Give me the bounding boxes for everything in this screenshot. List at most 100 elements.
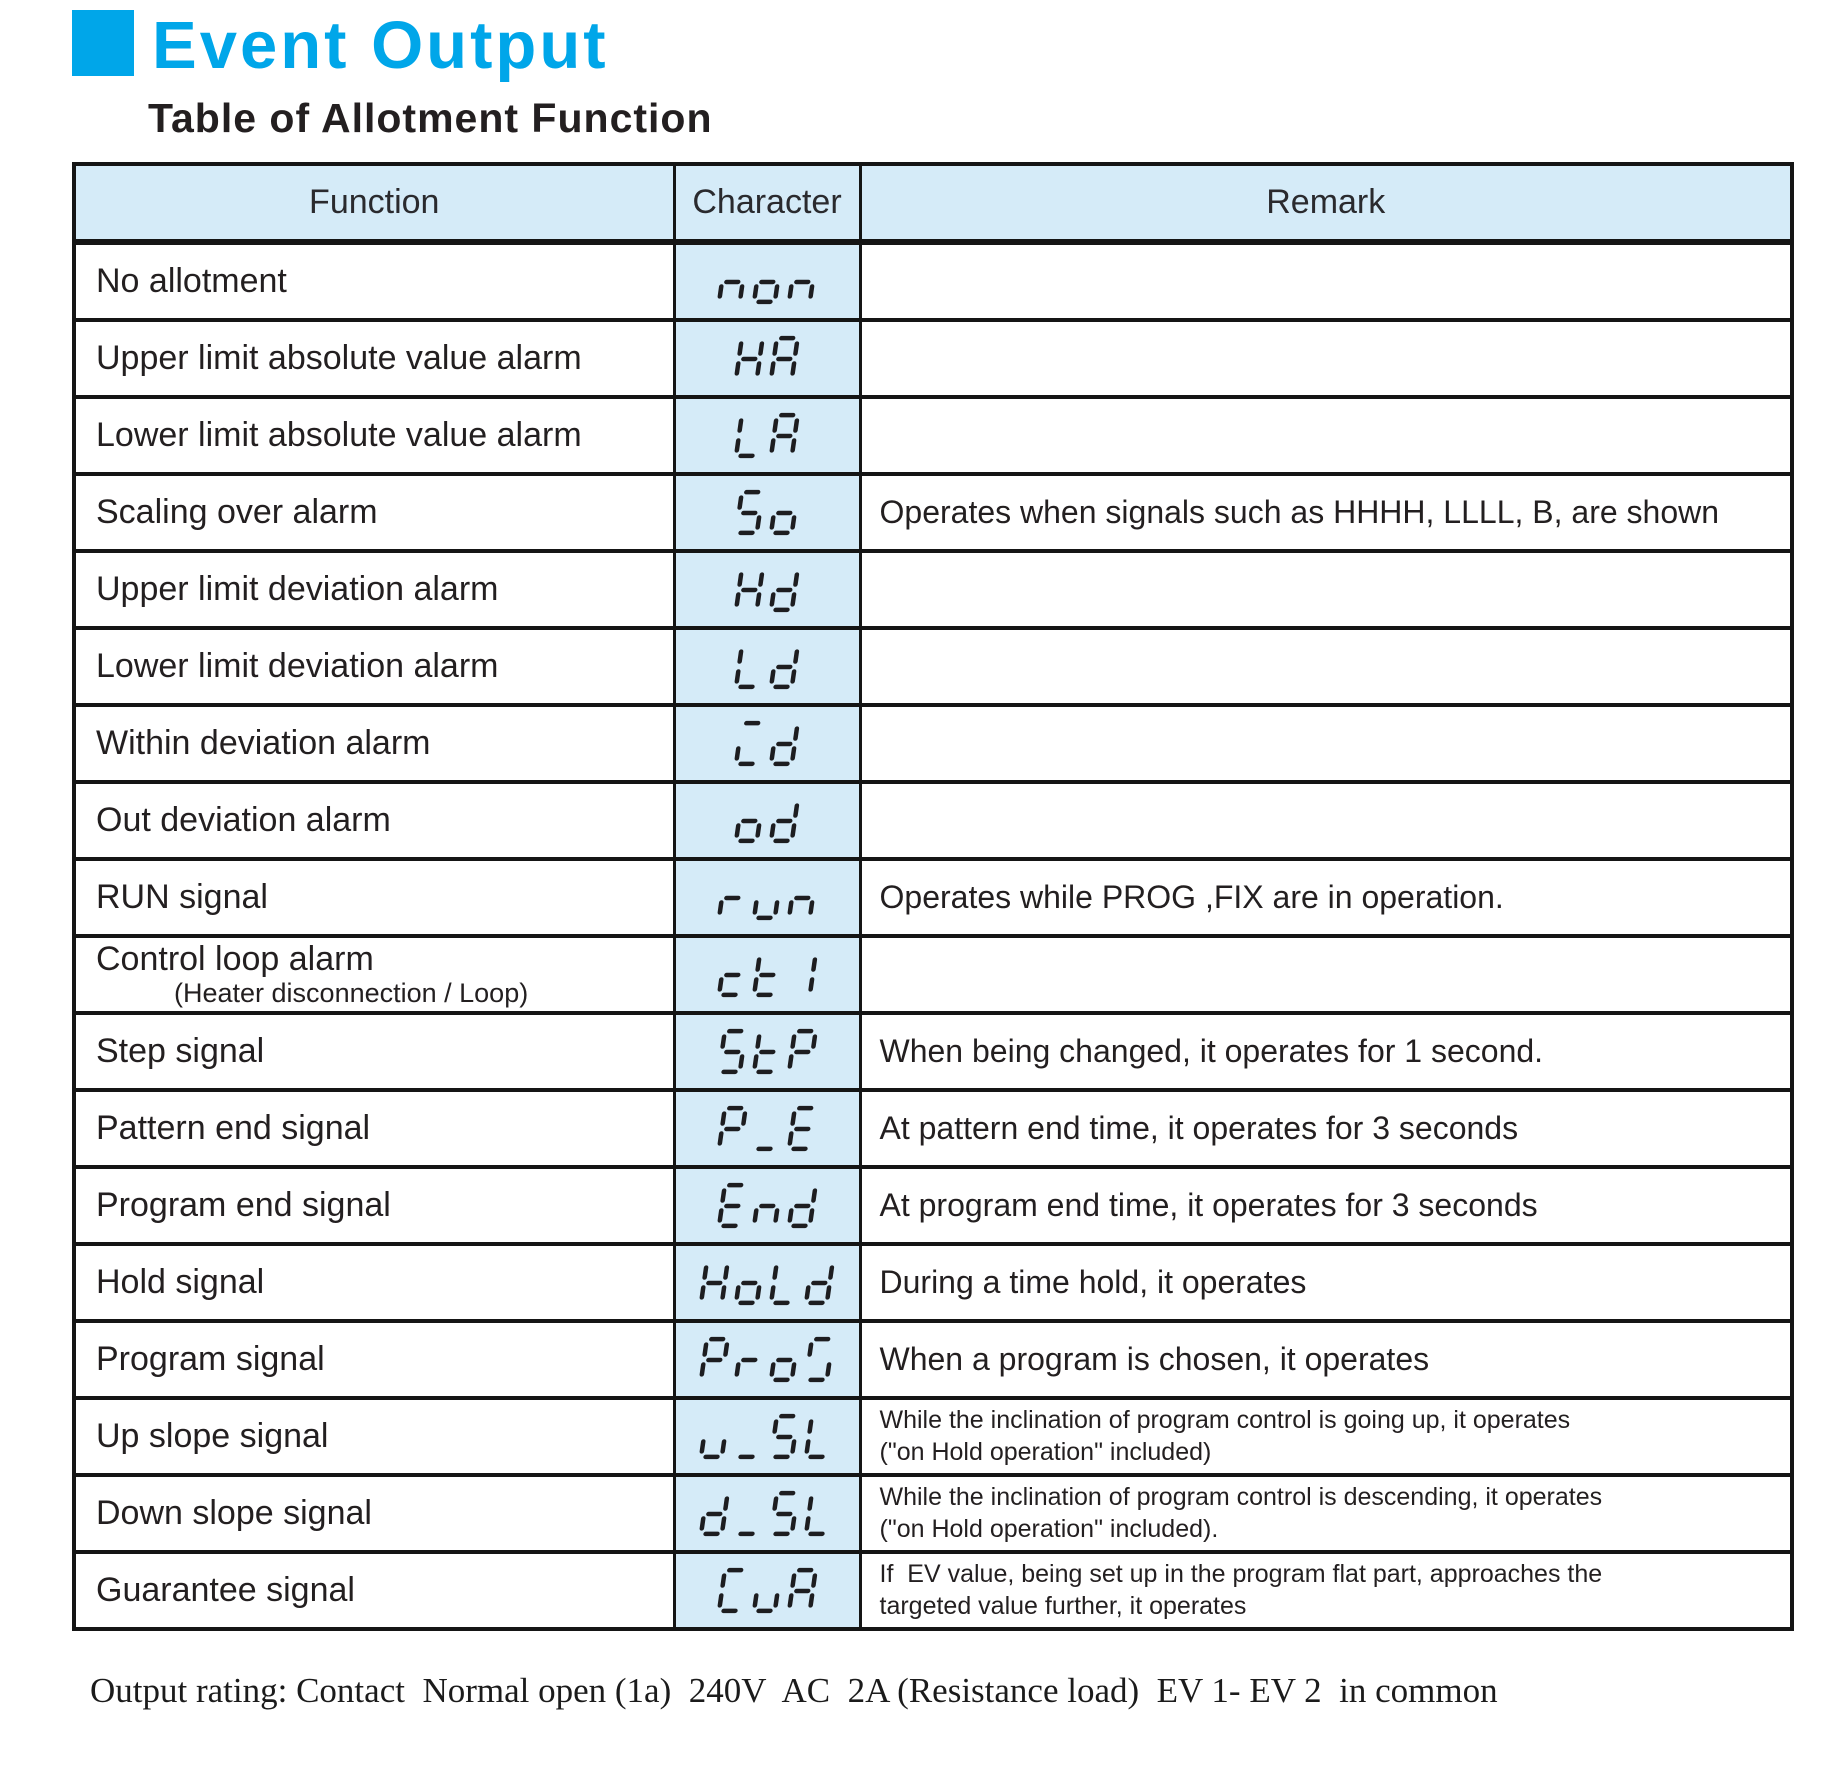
character-cell [672, 1550, 862, 1631]
character-cell [672, 472, 862, 553]
seven-segment-glyph [752, 1593, 779, 1614]
seven-segment-glyph [734, 418, 755, 459]
seven-segment-glyph [752, 1034, 775, 1075]
seven-segment-glyph [699, 1439, 727, 1460]
table-row: Program end signal At program end time, … [72, 1165, 1794, 1246]
function-label: Lower limit absolute value alarm [96, 415, 582, 454]
table-row: Pattern end signal At pattern end time, … [72, 1088, 1794, 1169]
seven-segment-glyph [717, 972, 740, 998]
character-cell [672, 1165, 862, 1246]
table-row: Lower limit deviation alarm [72, 626, 1794, 707]
table-row: Within deviation alarm [72, 703, 1794, 784]
function-label: Hold signal [96, 1262, 265, 1301]
function-cell: Within deviation alarm [72, 703, 676, 784]
seven-segment-glyph [787, 895, 814, 915]
seven-segment-glyph [737, 489, 762, 536]
seven-segment-glyph [804, 1265, 835, 1306]
seven-segment-glyph [734, 649, 755, 690]
table-header: Function Character Remark [72, 164, 1794, 245]
remark-cell: While the inclination of program control… [858, 1473, 1794, 1554]
character-cell [672, 934, 862, 1015]
column-header-character: Character [672, 164, 862, 245]
function-label: Out deviation alarm [96, 800, 391, 839]
seven-segment-glyph [804, 1419, 825, 1460]
seven-segment-glyph [752, 1203, 779, 1223]
seven-segment-glyph [769, 803, 800, 844]
column-header-function: Function [72, 164, 676, 245]
seven-segment-glyph [717, 1567, 743, 1614]
seven-segment-glyph [719, 1028, 744, 1075]
table-row: Control loop alarm (Heater disconnection… [72, 934, 1794, 1015]
function-cell: No allotment [72, 240, 676, 322]
seven-segment-glyph [734, 1280, 762, 1306]
function-cell: Hold signal [72, 1242, 676, 1323]
function-cell: Control loop alarm (Heater disconnection… [72, 934, 676, 1015]
function-label: Down slope signal [96, 1493, 372, 1532]
seven-segment-glyph [699, 1336, 730, 1377]
function-label: Program end signal [96, 1185, 391, 1224]
table-row: Down slope signal While the inclination … [72, 1473, 1794, 1554]
output-rating-note: Output rating: Contact Normal open (1a) … [90, 1671, 1498, 1710]
character-cell [672, 318, 862, 399]
seven-segment-glyph [769, 1357, 797, 1383]
allotment-function-table: Function Character Remark No allotment U… [72, 162, 1794, 1631]
character-cell [672, 626, 862, 707]
remark-cell: If EV value, being set up in the program… [858, 1550, 1794, 1631]
table-row: RUN signal Operates while PROG ,FIX are … [72, 857, 1794, 938]
seven-segment-glyph [755, 1146, 773, 1152]
remark-cell: While the inclination of program control… [858, 1396, 1794, 1477]
seven-segment-glyph [769, 335, 800, 376]
column-header-remark: Remark [858, 164, 1794, 245]
seven-segment-glyph [717, 1182, 743, 1229]
table-body: No allotment Upper limit absolute value … [72, 240, 1794, 1631]
seven-segment-glyph [734, 1357, 758, 1377]
table-row: Upper limit absolute value alarm [72, 318, 1794, 399]
remark-cell: Operates while PROG ,FIX are in operatio… [858, 857, 1794, 938]
remark-cell [858, 318, 1794, 399]
seven-segment-glyph [787, 1188, 817, 1229]
seven-segment-glyph [769, 649, 800, 690]
function-cell: Upper limit absolute value alarm [72, 318, 676, 399]
table-row: Lower limit absolute value alarm [72, 395, 1794, 476]
function-cell: Down slope signal [72, 1473, 676, 1554]
function-label: Program signal [96, 1339, 325, 1378]
seven-segment-glyph [699, 1496, 730, 1537]
seven-segment-glyph [752, 957, 775, 998]
seven-segment-glyph [717, 1105, 747, 1146]
function-label: No allotment [96, 261, 287, 300]
character-cell [672, 703, 862, 784]
function-label: Up slope signal [96, 1416, 329, 1455]
seven-segment-glyph [752, 900, 779, 921]
character-cell [672, 1242, 862, 1323]
function-cell: Lower limit absolute value alarm [72, 395, 676, 476]
function-label: Lower limit deviation alarm [96, 646, 499, 685]
seven-segment-glyph [769, 726, 800, 767]
remark-cell: When a program is chosen, it operates [858, 1319, 1794, 1400]
seven-segment-glyph [738, 1454, 755, 1460]
seven-segment-glyph [734, 341, 765, 376]
remark-cell [858, 395, 1794, 476]
remark-cell [858, 703, 1794, 784]
remark-cell: Operates when signals such as HHHH, LLLL… [858, 472, 1794, 553]
remark-cell: When being changed, it operates for 1 se… [858, 1011, 1794, 1092]
character-cell [672, 780, 862, 861]
seven-segment-glyph [769, 412, 800, 453]
function-label: Upper limit deviation alarm [96, 569, 499, 608]
table-row: Program signal When a program is chosen,… [72, 1319, 1794, 1400]
seven-segment-glyph [769, 510, 797, 536]
seven-segment-glyph [717, 279, 744, 299]
seven-segment-glyph [734, 572, 765, 607]
function-label: Upper limit absolute value alarm [96, 338, 582, 377]
seven-segment-glyph [807, 957, 817, 992]
seven-segment-glyph [772, 1490, 797, 1537]
function-sublabel: (Heater disconnection / Loop) [174, 977, 529, 1008]
section-marker-icon [72, 10, 134, 76]
remark-cell: During a time hold, it operates [858, 1242, 1794, 1323]
table-row: Guarantee signal If EV value, being set … [72, 1550, 1794, 1631]
function-cell: Up slope signal [72, 1396, 676, 1477]
seven-segment-glyph [787, 279, 814, 299]
seven-segment-glyph [787, 1028, 817, 1069]
character-cell [672, 1473, 862, 1554]
function-cell: Out deviation alarm [72, 780, 676, 861]
table-row: Scaling over alarm Operates when signals… [72, 472, 1794, 553]
